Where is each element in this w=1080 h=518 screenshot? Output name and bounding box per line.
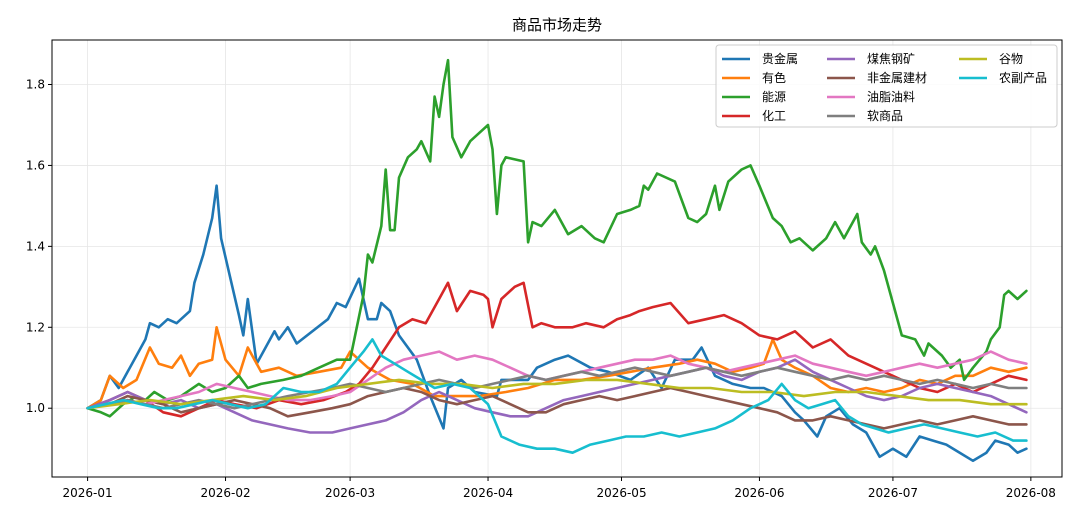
series-line-coal_steel [86,358,1028,434]
y-tick-label: 1.0 [26,401,45,415]
legend-label-chemical: 化工 [762,109,786,123]
y-axis: 1.0 1.2 1.4 1.6 1.8 [26,78,52,415]
series-line-precious [86,184,1028,463]
series-line-nonmetal [86,386,1028,430]
legend-label-energy: 能源 [762,90,786,104]
series-line-nonferrous [86,326,1028,410]
x-tick-label: 2026-03 [325,486,375,500]
x-tick-label: 2026-08 [1006,486,1056,500]
legend-label-nonmetal: 非金属建材 [867,70,927,85]
legend-label-softs: 软商品 [867,108,903,123]
series-lines [86,58,1028,463]
x-tick-label: 2026-07 [868,486,918,500]
series-line-energy [86,58,1028,418]
x-tick-label: 2026-04 [463,486,513,500]
legend-box [715,44,1058,128]
legend-label-coal_steel: 煤焦钢矿 [867,52,915,66]
legend-label-precious: 贵金属 [762,51,798,66]
x-tick-label: 2026-02 [200,486,250,500]
legend-label-grains: 谷物 [999,52,1023,66]
chart-title: 商品市场走势 [512,16,602,34]
y-tick-label: 1.2 [26,320,45,334]
x-axis: 2026-01 2026-02 2026-03 2026-04 2026-05 2026-… [63,477,1056,500]
series-line-chemical [86,281,1028,418]
y-tick-label: 1.4 [26,239,45,253]
x-tick-label: 2026-06 [734,486,784,500]
y-tick-label: 1.6 [26,158,45,172]
x-tick-label: 2026-05 [596,486,646,500]
x-tick-label: 2026-01 [63,486,113,500]
series-line-grains [86,378,1028,410]
series-line-agri [86,338,1028,454]
plot-frame [51,39,1063,478]
legend-label-nonferrous: 有色 [762,71,786,85]
legend-label-oils: 油脂油料 [867,89,915,104]
legend-label-agri: 农副产品 [999,71,1047,85]
y-tick-label: 1.8 [26,78,45,92]
series-line-softs [86,366,1028,410]
